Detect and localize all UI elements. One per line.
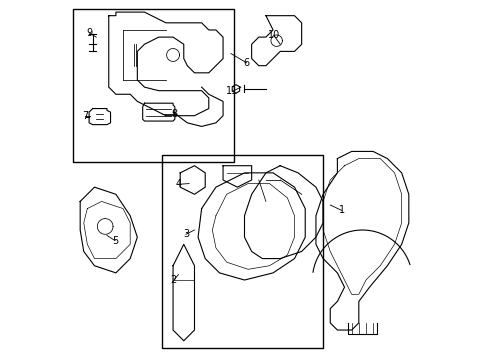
Text: 11: 11 (226, 86, 238, 96)
Text: 3: 3 (183, 229, 188, 239)
Text: 7: 7 (82, 111, 88, 121)
Text: 5: 5 (112, 236, 118, 246)
Text: 4: 4 (175, 179, 182, 189)
Text: 8: 8 (171, 109, 178, 119)
Text: 9: 9 (86, 28, 92, 38)
Text: 10: 10 (267, 30, 279, 40)
Bar (73, 9, 233, 162)
Text: 6: 6 (243, 58, 249, 68)
Bar (162, 155, 323, 348)
Text: 1: 1 (338, 205, 344, 215)
Text: 2: 2 (170, 275, 177, 285)
